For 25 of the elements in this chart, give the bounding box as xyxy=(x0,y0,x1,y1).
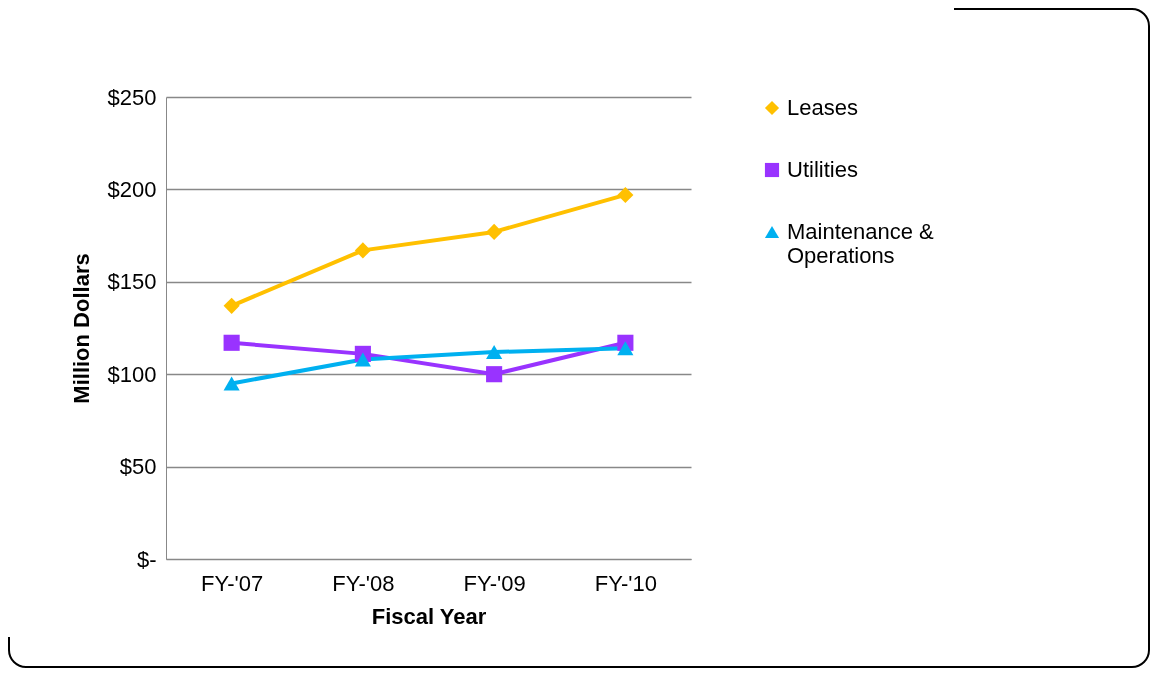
x-tick-label: FY-'10 xyxy=(594,570,657,596)
point xyxy=(486,366,503,383)
point xyxy=(223,376,240,391)
y-tick-label: $150 xyxy=(107,269,157,295)
legend-label: Leases xyxy=(787,95,858,120)
point xyxy=(617,341,634,356)
legend-label: Utilities xyxy=(787,157,858,182)
point xyxy=(354,242,371,259)
point xyxy=(486,345,503,360)
y-tick-label: $250 xyxy=(107,84,157,110)
y-axis-title: Million Dollars xyxy=(68,253,94,404)
point xyxy=(223,297,240,314)
point xyxy=(223,334,240,351)
point xyxy=(617,186,634,204)
x-tick-label: FY-'08 xyxy=(332,570,395,596)
x-tick-label: FY-'07 xyxy=(201,570,264,596)
y-tick-label: $50 xyxy=(119,454,157,480)
point xyxy=(354,352,371,367)
y-tick-label: $- xyxy=(136,546,157,572)
point xyxy=(486,223,503,240)
x-tick-label: FY-'09 xyxy=(463,570,526,596)
y-tick-label: $100 xyxy=(107,361,157,387)
y-tick-label: $200 xyxy=(107,176,157,202)
x-axis-title: Fiscal Year xyxy=(371,603,487,629)
legend-label: Maintenance & Operations xyxy=(787,219,935,268)
